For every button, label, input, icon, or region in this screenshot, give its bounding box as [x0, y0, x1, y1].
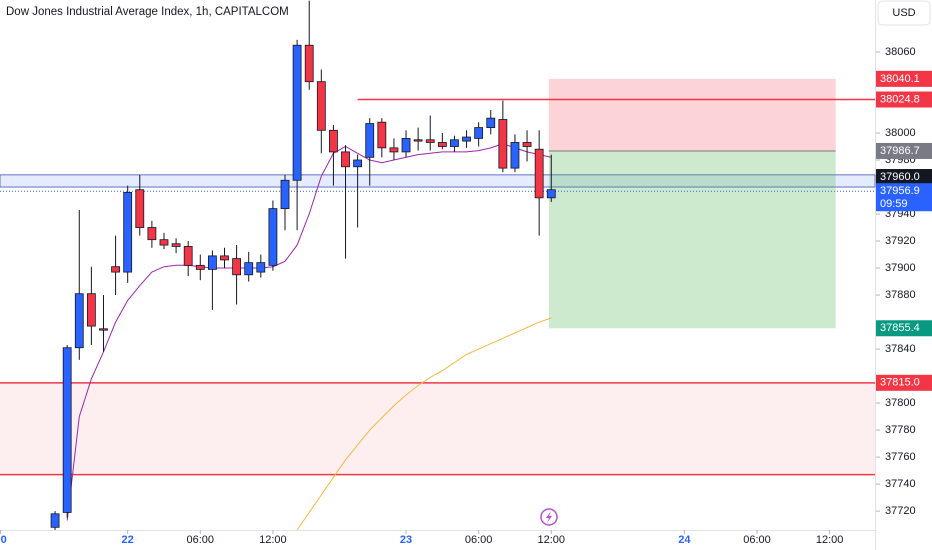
y-tick-label: 37900: [885, 262, 916, 274]
zone-label: 37815.0: [880, 377, 920, 389]
y-tick-label: 37780: [885, 424, 916, 436]
moving-average: [296, 317, 552, 531]
candle-body: [111, 266, 120, 273]
candle-body: [256, 262, 266, 273]
candle-body: [546, 189, 556, 199]
candle-body: [183, 246, 193, 266]
title-backdrop: [0, 2, 300, 22]
current-price-label-box: [876, 183, 932, 212]
x-tick-label: 06:00: [187, 534, 215, 546]
candle-body: [401, 138, 411, 153]
y-tick-label: 38060: [885, 46, 916, 58]
level-label: 38024.8: [880, 93, 920, 105]
candle-body: [462, 136, 471, 142]
x-tick-label: 24: [678, 534, 691, 546]
candle-body: [123, 192, 133, 273]
candle-body: [207, 255, 217, 270]
currency-button[interactable]: [877, 0, 931, 26]
y-tick-label: 37800: [885, 397, 916, 409]
range-label: 37960.0: [880, 171, 920, 183]
candle-body: [353, 159, 363, 168]
x-tick-label: 23: [400, 534, 412, 546]
chart-title: Dow Jones Industrial Average Index, 1h, …: [6, 6, 289, 18]
stop-zone: [548, 78, 836, 151]
candle-body: [86, 293, 96, 327]
y-tick-label: 37740: [885, 478, 916, 490]
candle-body: [522, 142, 532, 147]
x-tick-label: 00: [0, 534, 7, 546]
zone-label-box: [876, 374, 932, 391]
candle-body: [377, 121, 387, 149]
candle-body: [413, 139, 423, 142]
target-label: 38040.1: [880, 73, 920, 85]
candle-body: [135, 189, 145, 228]
candle-body: [99, 328, 108, 331]
level-label-box: [876, 91, 932, 108]
candle-body: [304, 44, 314, 83]
event-bolt: [546, 511, 552, 523]
candle-body: [74, 293, 84, 349]
current-price-label: 37956.9: [880, 185, 920, 197]
candle-body: [389, 147, 399, 153]
candle-body: [437, 142, 447, 147]
candle-body: [534, 148, 544, 199]
candle-body: [329, 129, 338, 153]
candle-body: [280, 179, 290, 210]
y-tick-label: 38000: [885, 127, 916, 139]
y-tick-label: 37880: [885, 289, 916, 301]
moving-average: [66, 143, 552, 521]
candle-body: [486, 117, 496, 129]
x-tick-label: 12:00: [816, 534, 844, 546]
candle-body: [450, 139, 459, 147]
target-zone: [548, 150, 836, 329]
candle-body: [195, 264, 205, 270]
x-tick-label: 06:00: [465, 534, 493, 546]
stop-label: 37855.4: [880, 322, 920, 334]
x-tick-label: 12:00: [537, 534, 565, 546]
x-tick-label: 12:00: [259, 534, 287, 546]
candle-body: [62, 347, 72, 513]
stop-label-box: [876, 320, 932, 337]
candle-body: [510, 142, 520, 169]
plot-area: [0, 0, 876, 531]
price-axis: 3806038000379803794037920379003788037840…: [876, 46, 932, 517]
event-icon[interactable]: [540, 508, 558, 526]
candle-body: [244, 262, 254, 276]
candle-body: [425, 139, 435, 143]
candle-body: [147, 227, 157, 241]
candle-body: [365, 123, 375, 158]
candle-body: [171, 243, 181, 247]
candle-body: [159, 239, 169, 246]
y-tick-label: 37720: [885, 505, 916, 517]
range-label-box: [876, 169, 932, 186]
x-tick-label: 06:00: [743, 534, 771, 546]
y-tick-label: 37840: [885, 343, 916, 355]
candle-body: [220, 255, 229, 261]
range-zone: [0, 174, 876, 188]
y-tick-label: 37920: [885, 235, 916, 247]
target-label-box: [876, 70, 932, 87]
y-tick-label: 37760: [885, 451, 916, 463]
candle-body: [498, 119, 508, 169]
candle-body: [232, 258, 242, 276]
candle-body: [292, 44, 302, 181]
entry-label-box: [876, 142, 932, 159]
countdown: 09:59: [880, 198, 908, 210]
entry-label: 37986.7: [880, 145, 920, 157]
x-tick-label: 22: [122, 534, 134, 546]
candle-body: [474, 127, 484, 139]
currency-label[interactable]: USD: [892, 7, 915, 19]
candle-body: [341, 151, 350, 168]
candle-body: [50, 513, 60, 528]
demand-zone: [0, 382, 875, 475]
candle-body: [316, 81, 326, 131]
candle-body: [268, 208, 278, 266]
